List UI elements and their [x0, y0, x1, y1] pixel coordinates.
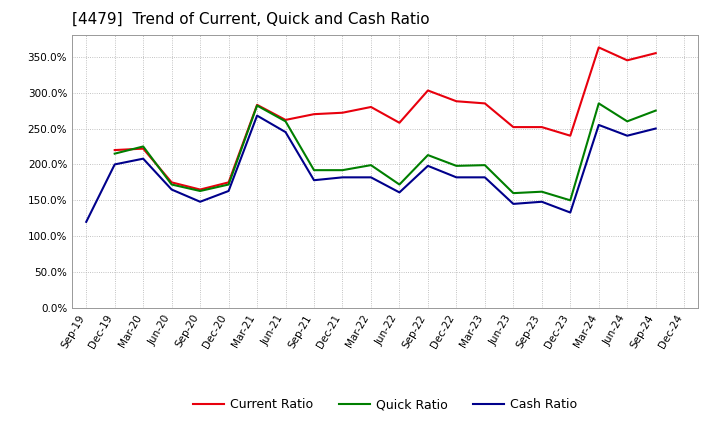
Quick Ratio	[652, 108, 660, 113]
Quick Ratio	[452, 163, 461, 169]
Quick Ratio	[167, 182, 176, 187]
Cash Ratio	[310, 178, 318, 183]
Quick Ratio	[623, 119, 631, 124]
Cash Ratio	[395, 190, 404, 195]
Quick Ratio	[566, 198, 575, 203]
Current Ratio	[282, 117, 290, 123]
Current Ratio	[253, 102, 261, 107]
Quick Ratio	[139, 144, 148, 149]
Cash Ratio	[623, 133, 631, 138]
Cash Ratio	[366, 175, 375, 180]
Cash Ratio	[110, 162, 119, 167]
Cash Ratio	[225, 188, 233, 194]
Current Ratio	[395, 120, 404, 125]
Cash Ratio	[452, 175, 461, 180]
Quick Ratio	[282, 119, 290, 124]
Line: Cash Ratio: Cash Ratio	[86, 116, 656, 222]
Cash Ratio	[595, 122, 603, 128]
Quick Ratio	[595, 101, 603, 106]
Quick Ratio	[310, 168, 318, 173]
Current Ratio	[310, 111, 318, 117]
Current Ratio	[139, 146, 148, 151]
Quick Ratio	[480, 162, 489, 168]
Current Ratio	[366, 104, 375, 110]
Current Ratio	[110, 147, 119, 153]
Cash Ratio	[423, 163, 432, 169]
Cash Ratio	[82, 219, 91, 224]
Current Ratio	[652, 51, 660, 56]
Current Ratio	[338, 110, 347, 115]
Quick Ratio	[423, 152, 432, 158]
Current Ratio	[537, 125, 546, 130]
Current Ratio	[452, 99, 461, 104]
Cash Ratio	[167, 187, 176, 192]
Cash Ratio	[338, 175, 347, 180]
Cash Ratio	[509, 201, 518, 206]
Current Ratio	[167, 180, 176, 185]
Text: [4479]  Trend of Current, Quick and Cash Ratio: [4479] Trend of Current, Quick and Cash …	[72, 12, 430, 27]
Cash Ratio	[282, 129, 290, 135]
Line: Quick Ratio: Quick Ratio	[114, 103, 656, 200]
Quick Ratio	[395, 182, 404, 187]
Quick Ratio	[253, 103, 261, 108]
Current Ratio	[566, 133, 575, 138]
Current Ratio	[225, 180, 233, 185]
Cash Ratio	[537, 199, 546, 205]
Line: Current Ratio: Current Ratio	[114, 48, 656, 190]
Cash Ratio	[566, 210, 575, 215]
Current Ratio	[480, 101, 489, 106]
Quick Ratio	[225, 182, 233, 187]
Cash Ratio	[196, 199, 204, 205]
Cash Ratio	[139, 156, 148, 161]
Current Ratio	[509, 125, 518, 130]
Quick Ratio	[196, 188, 204, 194]
Current Ratio	[595, 45, 603, 50]
Current Ratio	[196, 187, 204, 192]
Legend: Current Ratio, Quick Ratio, Cash Ratio: Current Ratio, Quick Ratio, Cash Ratio	[188, 393, 582, 416]
Cash Ratio	[652, 126, 660, 131]
Current Ratio	[623, 58, 631, 63]
Current Ratio	[423, 88, 432, 93]
Quick Ratio	[338, 168, 347, 173]
Quick Ratio	[366, 162, 375, 168]
Quick Ratio	[537, 189, 546, 194]
Cash Ratio	[480, 175, 489, 180]
Quick Ratio	[110, 151, 119, 156]
Quick Ratio	[509, 191, 518, 196]
Cash Ratio	[253, 113, 261, 118]
